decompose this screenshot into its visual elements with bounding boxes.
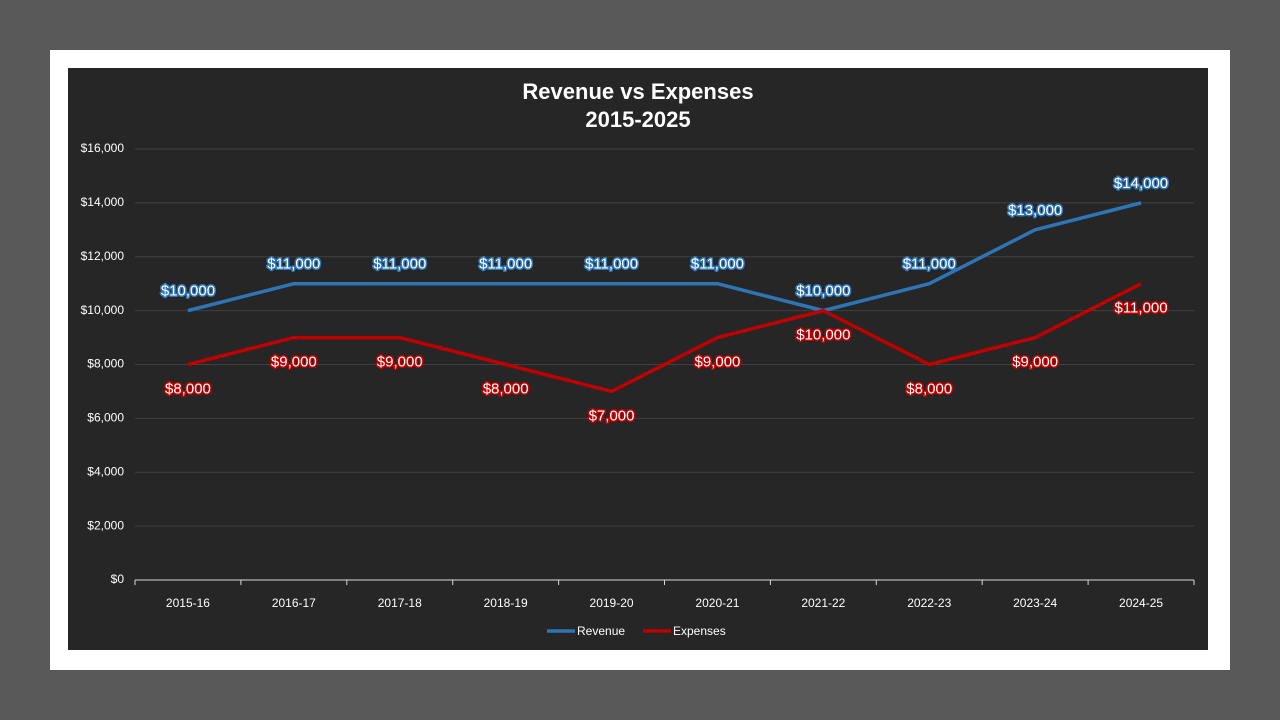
legend-label: Expenses (673, 624, 726, 638)
chart-subtitle: 2015-2025 (585, 107, 690, 132)
data-label: $11,000 (585, 256, 638, 273)
data-label: $11,000 (691, 256, 744, 273)
x-tick-label: 2023-24 (1013, 596, 1057, 610)
y-tick-label: $14,000 (81, 195, 125, 209)
y-tick-label: $16,000 (81, 141, 125, 155)
y-tick-label: $2,000 (87, 518, 124, 532)
data-label: $11,000 (1114, 300, 1167, 317)
data-label: $9,000 (1012, 354, 1058, 371)
chart-title: Revenue vs Expenses (522, 79, 753, 104)
x-tick-label: 2016-17 (272, 596, 316, 610)
data-label: $9,000 (695, 354, 741, 371)
data-label: $8,000 (483, 380, 529, 397)
data-label: $8,000 (165, 380, 211, 397)
data-label: $10,000 (161, 283, 215, 300)
data-label: $8,000 (906, 380, 952, 397)
x-tick-label: 2022-23 (907, 596, 951, 610)
data-label: $11,000 (267, 256, 320, 273)
series-line (187, 282, 1142, 394)
data-label: $10,000 (796, 283, 850, 300)
data-label: $11,000 (903, 256, 956, 273)
x-tick-label: 2021-22 (801, 596, 845, 610)
data-label: $10,000 (796, 327, 850, 344)
x-tick-label: 2024-25 (1119, 596, 1163, 610)
data-label: $11,000 (479, 256, 532, 273)
x-tick-label: 2015-16 (166, 596, 210, 610)
x-tick-label: 2019-20 (590, 596, 634, 610)
data-label: $9,000 (377, 354, 423, 371)
y-tick-label: $4,000 (87, 464, 124, 478)
data-label: $11,000 (373, 256, 426, 273)
data-label: $9,000 (271, 354, 317, 371)
y-tick-label: $10,000 (81, 303, 125, 317)
y-tick-label: $6,000 (87, 411, 124, 425)
x-tick-label: 2018-19 (484, 596, 528, 610)
chart-area (68, 68, 1208, 650)
x-tick-label: 2020-21 (695, 596, 739, 610)
y-tick-label: $8,000 (87, 357, 124, 371)
data-label: $14,000 (1114, 175, 1168, 192)
data-label: $7,000 (589, 407, 635, 424)
y-tick-label: $12,000 (81, 249, 125, 263)
y-tick-label: $0 (111, 572, 125, 586)
series-line (187, 201, 1142, 313)
x-tick-label: 2017-18 (378, 596, 422, 610)
legend-label: Revenue (577, 624, 625, 638)
data-label: $13,000 (1008, 202, 1062, 219)
